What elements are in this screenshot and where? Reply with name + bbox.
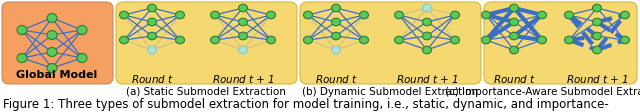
Ellipse shape	[266, 11, 275, 19]
Ellipse shape	[17, 26, 27, 34]
Text: Round $t$: Round $t$	[131, 73, 173, 85]
Text: Round $t$: Round $t$	[493, 73, 536, 85]
Ellipse shape	[394, 36, 403, 44]
Ellipse shape	[360, 36, 369, 44]
Ellipse shape	[422, 4, 431, 12]
Ellipse shape	[239, 46, 248, 54]
Ellipse shape	[538, 36, 547, 44]
Text: Round $t$ + 1: Round $t$ + 1	[211, 73, 275, 85]
Ellipse shape	[593, 46, 602, 54]
Text: (a) Static Submodel Extraction: (a) Static Submodel Extraction	[126, 87, 286, 97]
Ellipse shape	[451, 11, 460, 19]
Ellipse shape	[47, 30, 57, 40]
Ellipse shape	[47, 14, 57, 23]
Ellipse shape	[509, 4, 518, 12]
Ellipse shape	[621, 11, 630, 19]
Ellipse shape	[77, 26, 87, 34]
Ellipse shape	[303, 11, 312, 19]
Ellipse shape	[17, 54, 27, 62]
Ellipse shape	[394, 11, 403, 19]
Text: Global Model: Global Model	[17, 70, 98, 80]
Ellipse shape	[332, 4, 340, 12]
Ellipse shape	[47, 64, 57, 72]
Ellipse shape	[593, 4, 602, 12]
Ellipse shape	[360, 11, 369, 19]
Ellipse shape	[422, 18, 431, 26]
Ellipse shape	[120, 11, 129, 19]
Ellipse shape	[239, 18, 248, 26]
Ellipse shape	[564, 11, 573, 19]
Text: (c) Importance-Aware Submodel Extraction: (c) Importance-Aware Submodel Extraction	[445, 87, 640, 97]
Ellipse shape	[147, 32, 157, 40]
Text: Round $t$ + 1: Round $t$ + 1	[396, 73, 458, 85]
Ellipse shape	[332, 18, 340, 26]
Ellipse shape	[175, 36, 184, 44]
Ellipse shape	[481, 36, 490, 44]
Ellipse shape	[422, 46, 431, 54]
Ellipse shape	[538, 11, 547, 19]
Ellipse shape	[239, 32, 248, 40]
Ellipse shape	[509, 32, 518, 40]
Ellipse shape	[211, 36, 220, 44]
FancyBboxPatch shape	[484, 2, 637, 84]
Ellipse shape	[303, 36, 312, 44]
Ellipse shape	[147, 4, 157, 12]
Text: Round $t$: Round $t$	[314, 73, 358, 85]
Ellipse shape	[564, 36, 573, 44]
Ellipse shape	[422, 32, 431, 40]
Ellipse shape	[509, 18, 518, 26]
Text: (b) Dynamic Submodel Extraction: (b) Dynamic Submodel Extraction	[302, 87, 478, 97]
FancyBboxPatch shape	[2, 2, 113, 84]
Ellipse shape	[451, 36, 460, 44]
Ellipse shape	[332, 32, 340, 40]
Ellipse shape	[77, 54, 87, 62]
Ellipse shape	[147, 46, 157, 54]
Ellipse shape	[593, 32, 602, 40]
Text: Round $t$ + 1: Round $t$ + 1	[566, 73, 628, 85]
Ellipse shape	[481, 11, 490, 19]
Ellipse shape	[211, 11, 220, 19]
Ellipse shape	[175, 11, 184, 19]
Ellipse shape	[120, 36, 129, 44]
Ellipse shape	[593, 18, 602, 26]
Ellipse shape	[332, 46, 340, 54]
FancyBboxPatch shape	[116, 2, 297, 84]
Ellipse shape	[509, 46, 518, 54]
Ellipse shape	[621, 36, 630, 44]
Ellipse shape	[266, 36, 275, 44]
Ellipse shape	[147, 18, 157, 26]
Ellipse shape	[47, 47, 57, 56]
Text: Figure 1: Three types of submodel extraction for model training, i.e., static, d: Figure 1: Three types of submodel extrac…	[3, 98, 609, 111]
FancyBboxPatch shape	[300, 2, 481, 84]
Ellipse shape	[239, 4, 248, 12]
